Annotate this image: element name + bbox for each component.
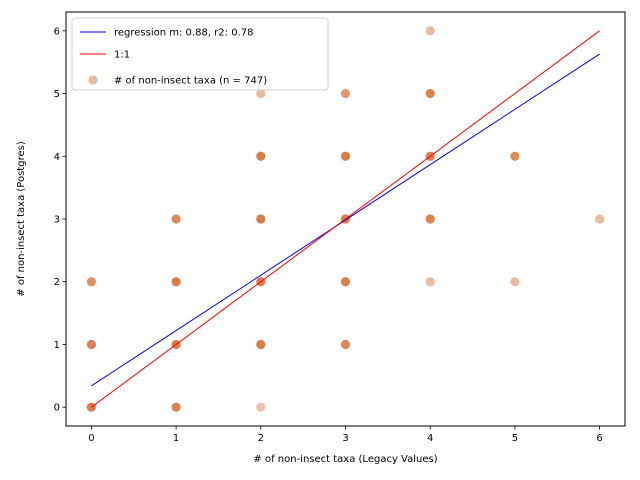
y-tick-label: 2 xyxy=(54,277,60,288)
legend-label: regression m: 0.88, r2: 0.78 xyxy=(114,28,253,39)
legend-box xyxy=(71,17,329,91)
x-axis-title: # of non-insect taxa (Legacy Values) xyxy=(253,454,437,465)
scatter-point xyxy=(510,277,520,287)
scatter-point xyxy=(256,151,266,161)
scatter-point xyxy=(425,214,435,224)
x-tick-label: 0 xyxy=(88,433,94,444)
scatter-point xyxy=(86,277,97,287)
y-tick-label: 1 xyxy=(54,340,60,351)
scatter-point xyxy=(256,402,266,412)
y-axis-ticks: 0 1 2 3 4 5 6 xyxy=(54,26,66,414)
x-tick-label: 3 xyxy=(342,433,348,444)
legend-marker-swatch xyxy=(88,75,98,85)
one-to-one-line xyxy=(91,30,600,408)
legend-label: 1:1 xyxy=(114,50,130,61)
legend: regression m: 0.88, r2: 0.78 1:1 # of non-… xyxy=(71,17,329,91)
data-layer xyxy=(86,26,605,412)
scatter-point xyxy=(594,214,605,224)
x-tick-label: 6 xyxy=(596,433,602,444)
x-tick-label: 1 xyxy=(173,433,179,444)
scatter-point xyxy=(425,88,435,99)
y-axis-title: # of non-insect taxa (Postgres) xyxy=(16,141,27,297)
scatter-point xyxy=(340,277,351,287)
y-tick-label: 0 xyxy=(54,403,60,414)
regression-line xyxy=(91,53,600,387)
x-tick-label: 5 xyxy=(512,433,518,444)
y-tick-label: 6 xyxy=(54,26,60,37)
scatter-point xyxy=(425,26,435,36)
scatter-point xyxy=(425,277,435,287)
y-tick-label: 5 xyxy=(54,89,60,100)
x-axis-ticks: 0 1 2 3 4 5 6 xyxy=(88,426,603,444)
x-tick-label: 2 xyxy=(258,433,264,444)
scatter-point xyxy=(510,151,520,161)
legend-label: # of non-insect taxa (n = 747) xyxy=(114,76,267,87)
scatter-point xyxy=(256,88,266,99)
scatter-point xyxy=(340,88,351,99)
scatter-point xyxy=(256,339,266,350)
scatter-point xyxy=(340,151,351,161)
scatter-point xyxy=(340,339,351,350)
y-tick-label: 3 xyxy=(54,215,60,226)
scatter-point xyxy=(171,402,181,412)
y-tick-label: 4 xyxy=(54,152,60,163)
scatter-point xyxy=(86,339,97,350)
scatter-point xyxy=(171,277,181,287)
scatter-point xyxy=(171,214,181,224)
scatter-point xyxy=(256,214,266,224)
x-tick-label: 4 xyxy=(427,433,433,444)
